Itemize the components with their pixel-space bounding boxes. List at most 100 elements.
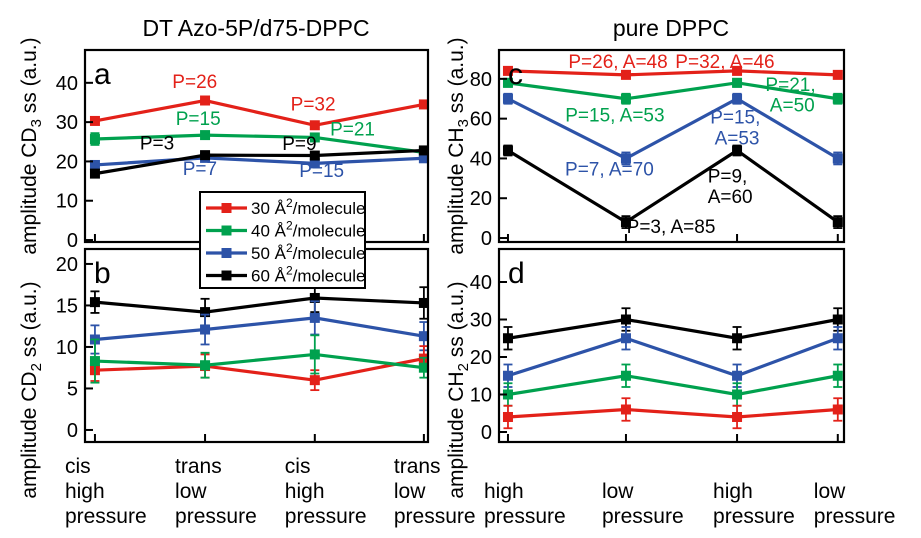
data-point-marker [620, 314, 631, 325]
data-point-marker [832, 93, 843, 104]
annotation: P=7, A=70 [565, 159, 654, 180]
x-category-label: cis [65, 455, 91, 478]
data-point-marker [309, 292, 320, 303]
panel-letter: b [94, 257, 111, 290]
legend-item-label: 60 Å2/molecule [251, 264, 365, 286]
annotation: P=15, [710, 108, 760, 129]
y-axis-label-post: ss (a.u.) [445, 37, 468, 119]
y-axis-label-pre: amplitude CH [445, 127, 468, 254]
y-axis-label: amplitude CD3 ss (a.u.) [18, 37, 45, 254]
series-line [507, 69, 838, 77]
legend-item-label: 50 Å2/molecule [251, 241, 365, 263]
data-point-marker [89, 356, 100, 367]
y-axis-label-sub: 3 [28, 119, 45, 127]
data-point-marker [832, 314, 843, 325]
y-tick-label: 0 [67, 420, 78, 442]
data-point-marker [502, 93, 513, 104]
panel-letter: d [508, 257, 525, 290]
annotation: P=7 [183, 159, 217, 180]
series-line [94, 316, 425, 342]
data-point-marker [832, 217, 843, 228]
data-point-marker [418, 362, 429, 373]
y-axis-label-post: ss (a.u.) [445, 281, 468, 363]
data-point-marker [200, 130, 211, 141]
data-point-marker [200, 360, 211, 371]
series-black [89, 145, 429, 179]
y-axis-label-post: ss (a.u.) [18, 281, 41, 363]
panel-background [499, 249, 844, 442]
series-line [94, 148, 424, 176]
data-point-marker [309, 120, 320, 131]
y-tick-label: 10 [470, 384, 492, 406]
series-green [89, 130, 429, 158]
x-category-label: low [814, 480, 846, 503]
annotation: P=15, A=53 [565, 106, 664, 127]
data-point-marker [732, 77, 743, 88]
x-category-label: pressure [484, 505, 566, 528]
series-line [507, 81, 839, 101]
y-tick-label: 15 [56, 295, 78, 317]
data-point-marker [832, 153, 843, 164]
x-category-label: low [602, 480, 634, 503]
annotation: A=60 [708, 187, 753, 208]
series-line [507, 148, 839, 224]
annotation: P=21, [765, 75, 815, 96]
y-axis-label-sub: 2 [28, 363, 45, 371]
annotation: P=9, [708, 166, 748, 187]
data-point-marker [200, 307, 211, 318]
y-tick-label: 0 [481, 422, 492, 444]
panel-border [497, 247, 846, 444]
x-category-label: pressure [713, 505, 795, 528]
data-point-marker [502, 370, 513, 381]
panel-letter: a [94, 58, 111, 91]
x-category-label: high [713, 480, 753, 503]
data-point-marker [309, 375, 320, 386]
data-point-marker [832, 370, 843, 381]
y-tick-label: 30 [56, 112, 78, 134]
legend-label-sup: 2 [286, 219, 293, 233]
data-point-marker [309, 349, 320, 360]
y-axis-label: amplitude CD2 ss (a.u.) [18, 281, 45, 498]
data-point-marker [89, 134, 100, 145]
y-axis-label-pre: amplitude CH [445, 371, 468, 498]
panel-c: 0 20 40 60 80 c P=26, A=48 P=32, A=46 P=15, A=53… [445, 37, 846, 255]
data-point-marker [732, 145, 743, 156]
panel-background [499, 50, 844, 242]
x-category-label: high [484, 480, 524, 503]
data-point-marker [502, 65, 513, 76]
y-tick-label: 20 [56, 254, 78, 276]
data-point-marker [89, 115, 100, 126]
series-line [507, 317, 839, 340]
legend-marker [221, 270, 232, 281]
panel-border [497, 48, 846, 244]
annotation: P=15 [299, 161, 344, 182]
annotation: P=26 [172, 72, 217, 93]
series-line [507, 407, 838, 419]
y-tick-label: 40 [470, 148, 492, 170]
data-point-marker [418, 145, 429, 156]
data-point-marker [620, 153, 631, 164]
x-category-label: trans [175, 455, 222, 478]
x-category-label: pressure [602, 505, 684, 528]
x-category-label: pressure [394, 505, 476, 528]
y-axis-label-pre: amplitude CD [18, 371, 41, 498]
legend-label-pre: 50 Å [251, 244, 287, 263]
series-black [89, 282, 429, 327]
data-point-marker [309, 158, 320, 169]
x-axis-labels-group: cishighpressuretranslowpressurecishighpr… [65, 455, 896, 528]
legend-label-sup: 2 [286, 196, 293, 210]
data-point-marker [89, 168, 100, 179]
data-point-marker [620, 69, 631, 80]
legend-marker [221, 203, 232, 213]
data-point-marker [732, 389, 743, 400]
y-axis-label-post: ss (a.u.) [18, 37, 41, 119]
series-red [89, 95, 429, 131]
panel-d: 0 10 20 30 40 d amplitude CH2 ss (a.u.) [445, 247, 846, 499]
panel-letter: c [508, 58, 523, 91]
legend-label-post: /molecule [293, 244, 366, 263]
legend-label-sup: 2 [286, 241, 293, 255]
data-point-marker [200, 150, 211, 161]
